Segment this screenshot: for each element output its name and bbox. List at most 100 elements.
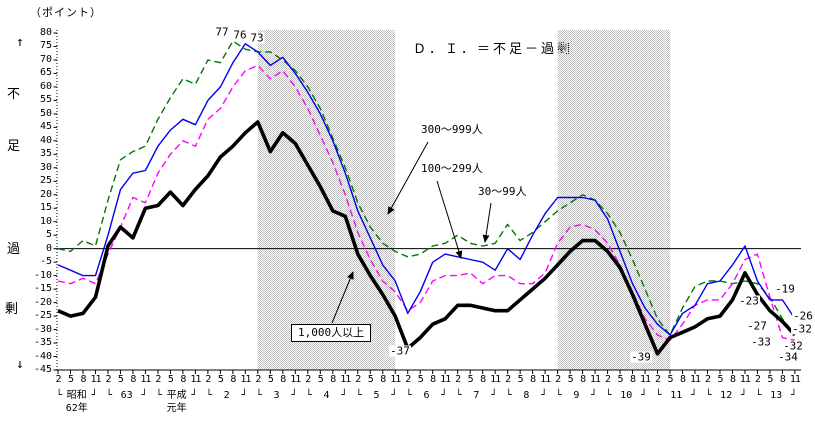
- y-axis-tick-label: -20: [33, 296, 52, 308]
- year-bracket-open: └: [505, 390, 512, 401]
- x-axis-month-label: 2: [155, 374, 161, 385]
- x-axis-month-label: 8: [80, 374, 86, 385]
- y-axis-tick-label: 50: [39, 107, 52, 119]
- x-axis-month-label: 11: [90, 374, 101, 385]
- x-axis-month-label: 11: [240, 374, 251, 385]
- data-point-label: -23: [738, 294, 760, 308]
- axis-side-label-arrow-up: ↑: [16, 35, 24, 50]
- year-sub-label: 62年: [65, 403, 88, 414]
- year-bracket-close: ┘: [641, 390, 648, 401]
- year-label: 8: [523, 390, 530, 401]
- y-axis-tick-label: 5: [45, 229, 52, 241]
- y-axis-tick-label: -5: [39, 256, 52, 268]
- x-axis-month-label: 5: [317, 374, 324, 385]
- year-label: 63: [120, 390, 133, 401]
- x-axis-month-label: 11: [490, 374, 501, 385]
- x-axis-month-label: 8: [779, 374, 786, 385]
- data-point-label: -39: [630, 350, 652, 364]
- y-axis-tick-label: -25: [33, 310, 52, 322]
- year-bracket-open: └: [255, 390, 262, 401]
- callout-arrow: [436, 180, 463, 259]
- y-axis-tick-label: 40: [39, 134, 52, 146]
- x-axis-month-label: 2: [105, 374, 111, 385]
- data-point-label: -32: [791, 322, 813, 336]
- data-point-label: -37: [389, 344, 411, 358]
- year-bracket-close: ┘: [291, 390, 298, 401]
- x-axis-month-label: 5: [467, 374, 474, 385]
- x-axis-month-label: 2: [205, 374, 211, 385]
- year-label: 11: [670, 390, 683, 401]
- year-label: 10: [620, 390, 633, 401]
- x-axis-month-label: 11: [140, 374, 151, 385]
- y-axis-tick-label: 15: [39, 202, 52, 214]
- year-sub-label: 元年: [166, 403, 187, 414]
- y-axis-tick-label: 70: [39, 53, 52, 65]
- y-axis-tick-label: 20: [39, 188, 52, 200]
- year-label: 3: [273, 390, 280, 401]
- callout-arrow: [331, 271, 354, 324]
- y-axis-tick-label: 60: [39, 80, 52, 92]
- year-label: 昭和: [66, 390, 87, 401]
- x-axis-month-label: 5: [117, 374, 124, 385]
- y-axis-tick-label: -30: [33, 323, 52, 335]
- x-axis-month-label: 11: [390, 374, 401, 385]
- year-bracket-open: └: [655, 390, 662, 401]
- axis-side-label-surplus-2: 剰: [5, 302, 19, 317]
- y-axis-tick-label: 30: [39, 161, 52, 173]
- x-axis-month-label: 2: [305, 374, 311, 385]
- year-label: 12: [720, 390, 733, 401]
- series-callout-label: 30～99人: [478, 185, 527, 198]
- x-axis-month-label: 11: [440, 374, 451, 385]
- x-axis-month-label: 2: [405, 374, 411, 385]
- series-1,000人以上: [57, 120, 797, 356]
- series-300～999人: [57, 43, 796, 336]
- x-axis-month-label: 2: [355, 374, 361, 385]
- year-label: 4: [323, 390, 330, 401]
- series-100～299人: [57, 64, 796, 341]
- x-axis-month-label: 11: [689, 374, 701, 385]
- year-bracket-open: └: [605, 390, 612, 401]
- x-axis-month-label: 8: [729, 374, 736, 385]
- year-bracket-close: ┘: [91, 390, 98, 401]
- y-axis-tick-label: 55: [39, 94, 52, 106]
- axis-side-label-shortage-1: 不: [7, 87, 21, 102]
- axis-side-label-shortage-2: 足: [7, 139, 21, 154]
- x-axis-month-label: 8: [280, 374, 286, 385]
- x-axis-month-label: 5: [217, 374, 224, 385]
- year-bracket-close: ┘: [341, 390, 348, 401]
- data-point-label: -27: [746, 319, 768, 333]
- x-axis-month-label: 8: [230, 374, 236, 385]
- data-point-label: 73: [249, 31, 265, 45]
- year-bracket-close: ┘: [690, 390, 697, 401]
- year-bracket-open: └: [555, 390, 562, 401]
- y-axis-tick-label: -40: [33, 350, 52, 362]
- year-bracket-open: └: [205, 390, 212, 401]
- x-axis-month-label: 8: [679, 374, 686, 385]
- x-axis-month-label: 8: [380, 374, 386, 385]
- x-axis-month-label: 2: [605, 374, 611, 385]
- x-axis-month-label: 11: [340, 374, 351, 385]
- x-axis-month-label: 2: [55, 374, 61, 385]
- y-axis-tick-label: 75: [39, 40, 52, 52]
- x-axis-month-label: 8: [180, 374, 186, 385]
- data-point-label: 76: [232, 28, 248, 42]
- year-bracket-open: └: [405, 390, 412, 401]
- y-axis-tick-label: 45: [39, 121, 52, 133]
- series-callout-label: 100～299人: [421, 162, 483, 175]
- year-bracket-close: ┘: [241, 390, 248, 401]
- x-axis-month-label: 2: [255, 374, 261, 385]
- x-axis-month-label: 5: [167, 374, 174, 385]
- callout-arrow: [387, 141, 429, 215]
- x-axis-month-label: 8: [330, 374, 336, 385]
- year-bracket-close: ┘: [790, 390, 797, 401]
- x-axis-month-label: 5: [367, 374, 374, 385]
- year-bracket-open: └: [55, 390, 63, 401]
- y-axis-tick-label: 0: [45, 242, 52, 254]
- y-axis-tick-label: 25: [39, 175, 52, 187]
- year-bracket-close: ┘: [441, 390, 448, 401]
- x-axis-month-label: 11: [590, 374, 601, 385]
- year-bracket-open: └: [105, 390, 112, 401]
- x-axis-month-label: 8: [630, 374, 636, 385]
- x-axis-month-label: 8: [530, 374, 536, 385]
- x-axis-month-label: 11: [739, 374, 751, 385]
